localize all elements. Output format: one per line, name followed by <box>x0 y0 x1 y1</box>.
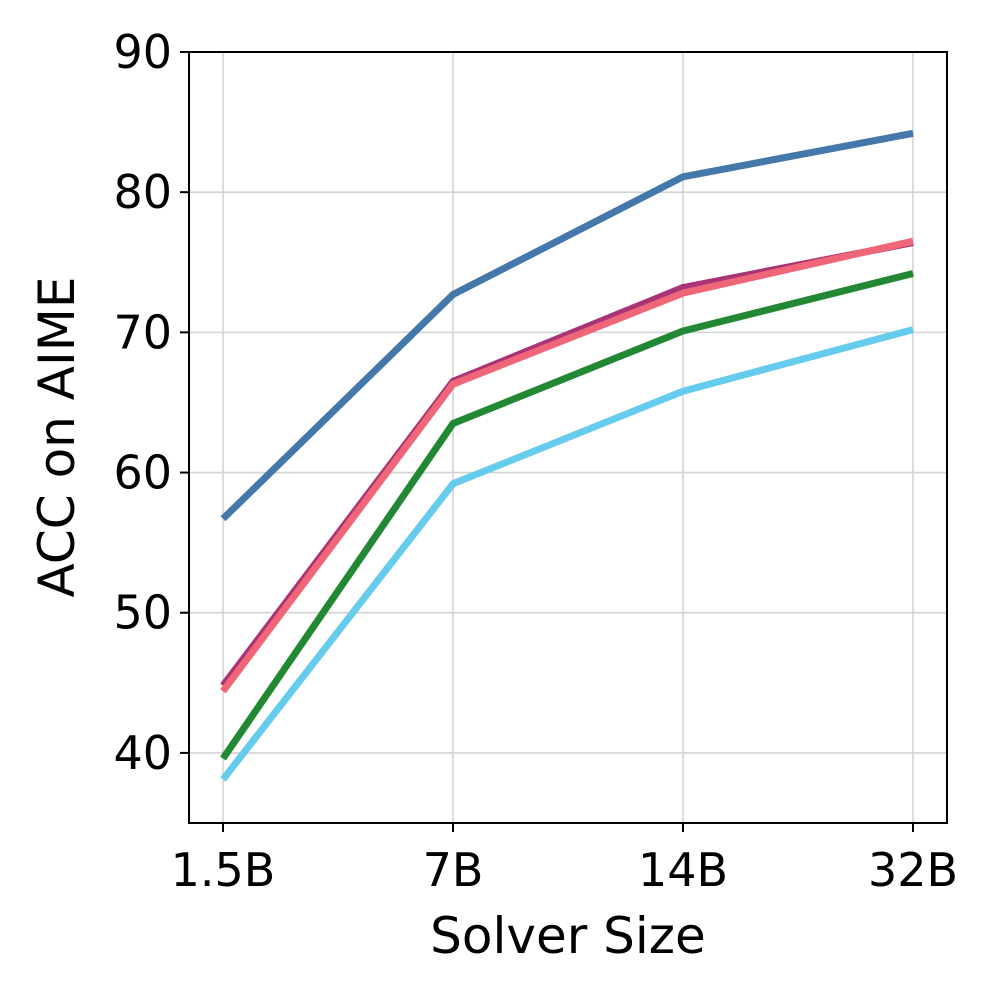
series-line-1 <box>220 129 914 522</box>
plot-frame <box>188 51 948 824</box>
x-tick-label: 14B <box>638 843 728 897</box>
y-tick-label: 40 <box>113 726 172 780</box>
y-axis-ticks: 40 50 60 70 80 90 <box>113 25 189 780</box>
y-tick-label: 80 <box>113 165 172 219</box>
series-line-4 <box>220 270 914 761</box>
series-line-3 <box>220 237 914 694</box>
series-line-5 <box>220 326 914 782</box>
x-tick-label: 32B <box>868 843 958 897</box>
series-line-2 <box>220 239 914 688</box>
y-tick-label: 70 <box>113 305 172 359</box>
y-tick-label: 50 <box>113 586 172 640</box>
x-axis-label: Solver Size <box>430 907 706 965</box>
series-lines <box>220 129 914 782</box>
y-tick-label: 60 <box>113 446 172 500</box>
x-tick-label: 7B <box>423 843 484 897</box>
y-tick-label: 90 <box>113 25 172 79</box>
x-tick-label: 1.5B <box>171 843 276 897</box>
y-axis-label: ACC on AIME <box>28 277 86 598</box>
x-axis-ticks: 1.5B 7B 14B 32B <box>171 823 958 897</box>
